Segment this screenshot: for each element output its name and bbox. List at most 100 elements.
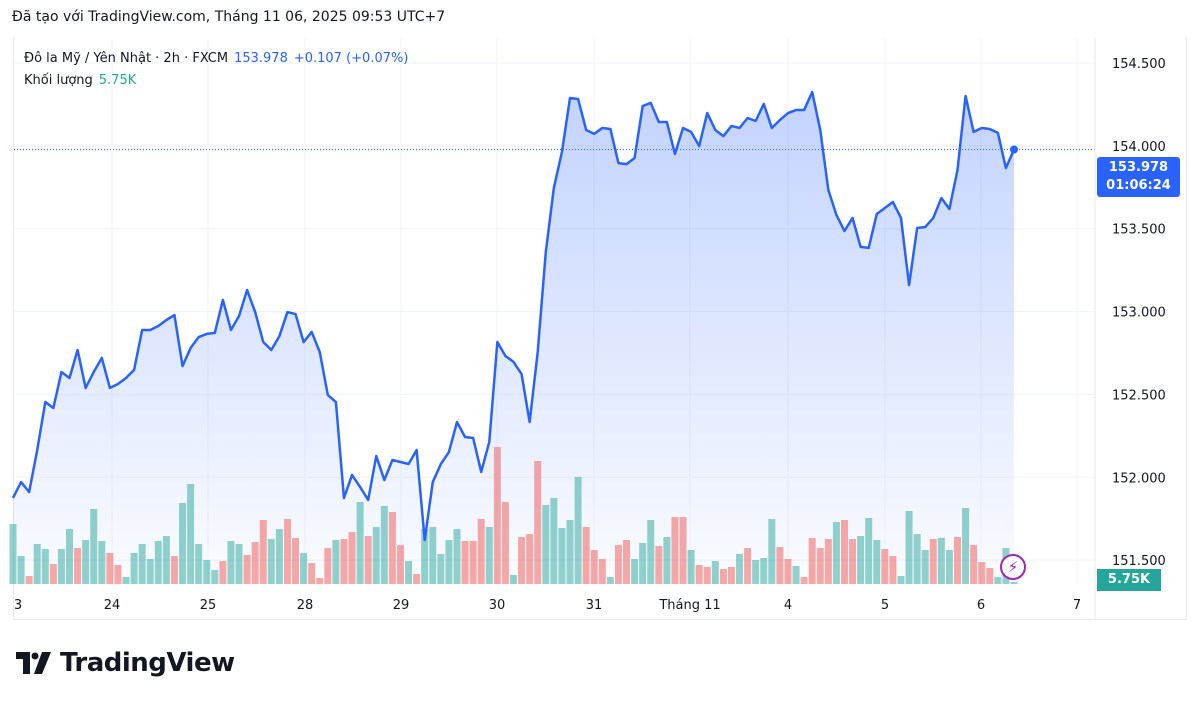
volume-bar [138, 544, 146, 584]
volume-bar [857, 536, 865, 584]
volume-bar [49, 564, 57, 584]
volume-bar [348, 532, 356, 584]
volume-bar [784, 559, 792, 584]
volume-bar [146, 559, 154, 584]
volume-bar [283, 519, 291, 584]
volume-bar [251, 542, 259, 584]
volume-bar [25, 576, 33, 584]
tradingview-logo: TradingView [16, 648, 235, 678]
volume-bar [275, 529, 283, 584]
volume-bar [542, 505, 550, 584]
volume-bar [445, 540, 453, 584]
volume-bar [106, 553, 114, 584]
volume-bar [259, 520, 267, 584]
chart-legend: Đô la Mỹ / Yên Nhật · 2h · FXCM 153.978 +0… [24, 48, 408, 92]
volume-bar [639, 543, 647, 584]
volume-bar [74, 548, 82, 584]
volume-bar [727, 567, 735, 584]
volume-bar [243, 555, 251, 584]
symbol-label[interactable]: Đô la Mỹ / Yên Nhật · 2h · FXCM [24, 51, 229, 66]
volume-bar [227, 541, 235, 584]
volume-bar [953, 537, 961, 584]
volume-bar [493, 447, 501, 584]
volume-bar [461, 541, 469, 584]
volume-bar [98, 541, 106, 584]
volume-bar [534, 461, 542, 584]
volume-bar [82, 540, 90, 584]
volume-bar [679, 517, 687, 584]
volume-bar [130, 553, 138, 584]
volume-bar [752, 560, 760, 584]
volume-bar [703, 567, 711, 584]
volume-bar [340, 539, 348, 584]
volume-bar [687, 550, 695, 584]
volume-bar [17, 556, 25, 584]
x-tick-label: 25 [200, 598, 217, 613]
volume-label[interactable]: Khối lượng [24, 73, 93, 88]
volume-bar [558, 528, 566, 584]
last-price-dot [1010, 145, 1018, 154]
y-tick-label: 152.500 [1112, 388, 1166, 403]
volume-bar [469, 541, 477, 584]
volume-bar [663, 537, 671, 584]
volume-bar [267, 539, 275, 584]
volume-bar [316, 578, 324, 584]
volume-bar [437, 554, 445, 584]
volume-bar [203, 560, 211, 584]
volume-bar [235, 544, 243, 584]
volume-bar [372, 527, 380, 584]
badge-countdown: 01:06:24 [1106, 178, 1171, 193]
x-tick-label: 30 [489, 598, 506, 613]
volume-bar [744, 548, 752, 584]
price-change: +0.107 (+0.07%) [293, 51, 409, 66]
volume-bar [840, 520, 848, 584]
volume-bar [154, 541, 162, 584]
x-tick-label: 7 [1073, 598, 1081, 613]
volume-bar [114, 565, 122, 584]
volume-bar [832, 522, 840, 584]
volume-bar [824, 539, 832, 584]
volume-bar [986, 568, 994, 584]
volume-badge: 5.75K [1097, 569, 1161, 591]
volume-bar [655, 546, 663, 584]
volume-bar [332, 540, 340, 584]
x-tick-label: Tháng 11 [658, 598, 720, 613]
price-line [11, 90, 1016, 542]
volume-bar [566, 520, 574, 584]
volume-bar [9, 524, 17, 584]
volume-bar [711, 561, 719, 584]
volume-bar [897, 576, 905, 584]
volume-bar [800, 577, 808, 584]
x-tick-label: 24 [104, 598, 121, 613]
volume-bar [695, 565, 703, 584]
chart-frame [13, 37, 1187, 620]
tv-logo-icon [16, 652, 51, 674]
volume-bar [453, 529, 461, 584]
x-tick-label: 6 [977, 598, 985, 613]
volume-bar [671, 517, 679, 584]
volume-bar [518, 537, 526, 584]
volume-bar [590, 550, 598, 584]
volume-bar [776, 547, 784, 584]
volume-bar [978, 562, 986, 584]
volume-bar [614, 545, 622, 584]
volume-bar [421, 529, 429, 584]
last-price-badge: 153.978 01:06:24 [1097, 157, 1180, 197]
x-tick-label: 4 [784, 598, 792, 613]
volume-bar [881, 549, 889, 584]
volume-bar [970, 545, 978, 584]
volume-bar [187, 484, 195, 584]
volume-bar [41, 549, 49, 584]
volume-bar [994, 577, 1002, 584]
volume-bar [792, 566, 800, 584]
lightning-icon[interactable]: ⚡ [1000, 554, 1026, 580]
brand-name: TradingView [60, 648, 235, 678]
volume-bar [364, 536, 372, 584]
y-tick-label: 153.500 [1112, 223, 1166, 238]
y-tick-label: 151.500 [1112, 554, 1166, 569]
volume-bar [808, 538, 816, 584]
volume-bar [768, 519, 776, 584]
volume-bar [122, 577, 130, 584]
volume-bar [33, 544, 41, 584]
